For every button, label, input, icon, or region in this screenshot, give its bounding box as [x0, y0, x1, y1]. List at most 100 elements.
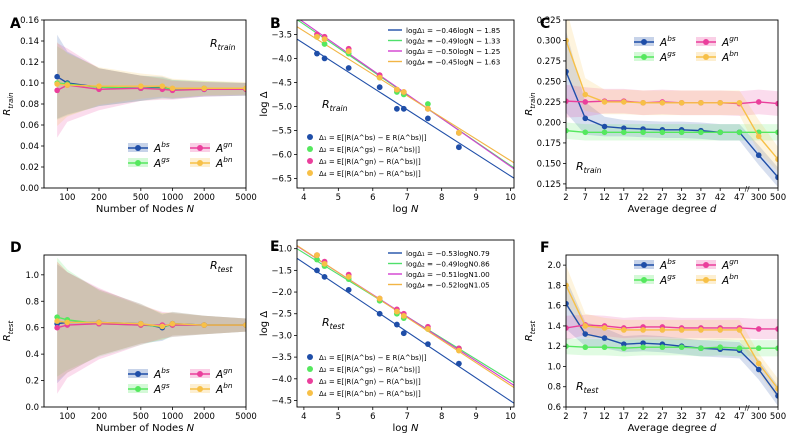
- data-point-bn: [659, 99, 666, 106]
- fit-legend: logΔ₁ = −0.46logN − 1.85 logΔ₂ = −0.49log…: [388, 26, 500, 67]
- data-point-bn: [640, 327, 646, 333]
- data-point-gs: [621, 129, 627, 136]
- data-point-bs: [755, 366, 762, 373]
- data-point-gs: [717, 129, 723, 136]
- x-tick-label: 32: [676, 193, 687, 203]
- confidence-band-gn: [57, 261, 246, 394]
- axis-break-mark: //: [745, 404, 750, 412]
- legend-label-bs: Abs: [659, 257, 676, 272]
- y-tick-label: 0.2: [25, 377, 39, 387]
- x-tick-label: 17: [618, 193, 629, 203]
- y-tick-label: 0.250: [537, 77, 561, 87]
- panel-title: Rtrain: [210, 37, 236, 52]
- y-tick-label: 0.02: [20, 163, 39, 173]
- confidence-band-gs: [57, 257, 246, 377]
- data-point-bs: [345, 65, 352, 71]
- data-point-bn: [393, 86, 400, 93]
- confidence-band-bn: [57, 42, 246, 127]
- point-legend-label: Δ₁ = E[|R(A^bs) − E R(A^bs)|]: [319, 354, 427, 362]
- data-point-gs: [314, 256, 320, 263]
- y-tick-label: 0.6: [547, 403, 561, 413]
- x-axis-label: Average degree d: [628, 204, 717, 215]
- x-tick-label: 7: [583, 193, 588, 203]
- axes-frame: [565, 19, 779, 189]
- series-line-bs: [566, 303, 778, 397]
- data-point-bn: [243, 85, 246, 92]
- legend-label-bs: Abs: [153, 140, 170, 155]
- fit-legend-label: logΔ₃ = −0.50logN − 1.25: [406, 47, 500, 56]
- y-tick-label: −4.5: [271, 78, 292, 88]
- fit-legend-label: logΔ₁ = −0.46logN − 1.85: [406, 26, 500, 35]
- legend-marker: [197, 160, 203, 166]
- point-legend: Δ₁ = E[|R(A^bs) − E R(A^bs)|] Δ₂ = E[|R(A…: [307, 354, 427, 398]
- series-line-bs: [566, 71, 778, 178]
- panel-letter: B: [270, 16, 281, 32]
- y-tick-label: 0.175: [537, 139, 561, 149]
- data-point-bn: [64, 319, 71, 326]
- legend-label-bn: Abn: [721, 272, 739, 287]
- y-tick-label: −4.0: [271, 375, 292, 385]
- data-point-bs: [400, 105, 407, 112]
- axes-frame: [43, 254, 247, 408]
- x-tick-label: 6: [370, 193, 375, 203]
- data-point-bs: [424, 115, 431, 122]
- fit-legend-label: logΔ₃ = −0.51logN1.00: [406, 270, 490, 279]
- series-line-bn: [566, 285, 778, 390]
- x-tick-label: 27: [657, 412, 668, 422]
- y-tick-label: 0.325: [537, 16, 561, 26]
- point-legend-label: Δ₃ = E[|R(A^gn) − R(A^bs)|]: [319, 158, 421, 166]
- y-tick-label: 0.4: [25, 350, 39, 360]
- data-point-bn: [698, 99, 704, 106]
- data-point-bn: [736, 327, 743, 333]
- y-tick-label: −6.5: [271, 174, 292, 184]
- data-point-gn: [775, 100, 778, 107]
- data-point-bn: [96, 83, 102, 89]
- x-tick-label: 500: [133, 193, 149, 203]
- data-point-bn: [698, 327, 704, 333]
- y-tick-label: 0.06: [20, 121, 39, 131]
- series-line-bn: [57, 320, 246, 328]
- data-point-gs: [659, 344, 666, 351]
- panel-title: Rtrain: [322, 98, 348, 113]
- legend: Abs Agn Ags Abn: [634, 257, 739, 287]
- data-point-gs: [775, 345, 778, 352]
- x-tick-label: 9: [473, 193, 478, 203]
- x-tick-label: 300: [751, 412, 767, 422]
- plot-area-b: [297, 20, 514, 179]
- data-point-bn: [138, 83, 144, 89]
- y-tick-label: −5.5: [271, 126, 292, 136]
- panel-title: Rtrain: [576, 160, 602, 175]
- legend-label-gn: Agn: [215, 140, 233, 155]
- data-point-bn: [582, 323, 589, 329]
- legend-marker: [703, 54, 709, 60]
- confidence-band-gs: [566, 122, 778, 141]
- data-point-bs: [376, 310, 383, 317]
- y-axis-label: log Δ: [259, 311, 270, 336]
- y-axis-label: Rtest: [524, 321, 537, 342]
- y-tick-label: 0.00: [20, 184, 39, 194]
- panel-a: 100 200 500 1000 2000 5000 0.00 0.02 0.04 0.06 0.0…: [2, 16, 257, 215]
- confidence-band-bs: [57, 264, 246, 384]
- y-tick-label: 0.08: [20, 100, 39, 110]
- legend-marker: [641, 262, 647, 268]
- point-legend-marker: [307, 366, 313, 372]
- data-point-gs: [678, 129, 685, 136]
- point-legend-label: Δ₄ = E[|R(A^bn) − R(A^bs)|]: [319, 170, 421, 178]
- y-tick-label: −2.5: [271, 310, 292, 320]
- x-tick-label: 500: [133, 412, 149, 422]
- x-tick-label: 42: [715, 412, 726, 422]
- data-point-bn: [54, 318, 60, 324]
- data-point-gs: [566, 127, 569, 134]
- series-line-gn: [566, 324, 778, 330]
- legend-label-bn: Abn: [215, 155, 233, 170]
- data-point-bn: [159, 323, 166, 330]
- x-tick-label: 12: [599, 193, 610, 203]
- data-point-bn: [755, 360, 762, 367]
- y-axis-label: log Δ: [259, 91, 270, 116]
- confidence-band-gn: [566, 84, 778, 118]
- panel-c: 2 7 12 17 22 27 32 37 42 47 300 500//0.1250.1500.17…: [524, 16, 786, 215]
- panel-title: Rtest: [576, 380, 599, 395]
- data-point-gs: [582, 344, 589, 351]
- legend-marker: [135, 371, 141, 377]
- data-point-bs: [566, 68, 569, 75]
